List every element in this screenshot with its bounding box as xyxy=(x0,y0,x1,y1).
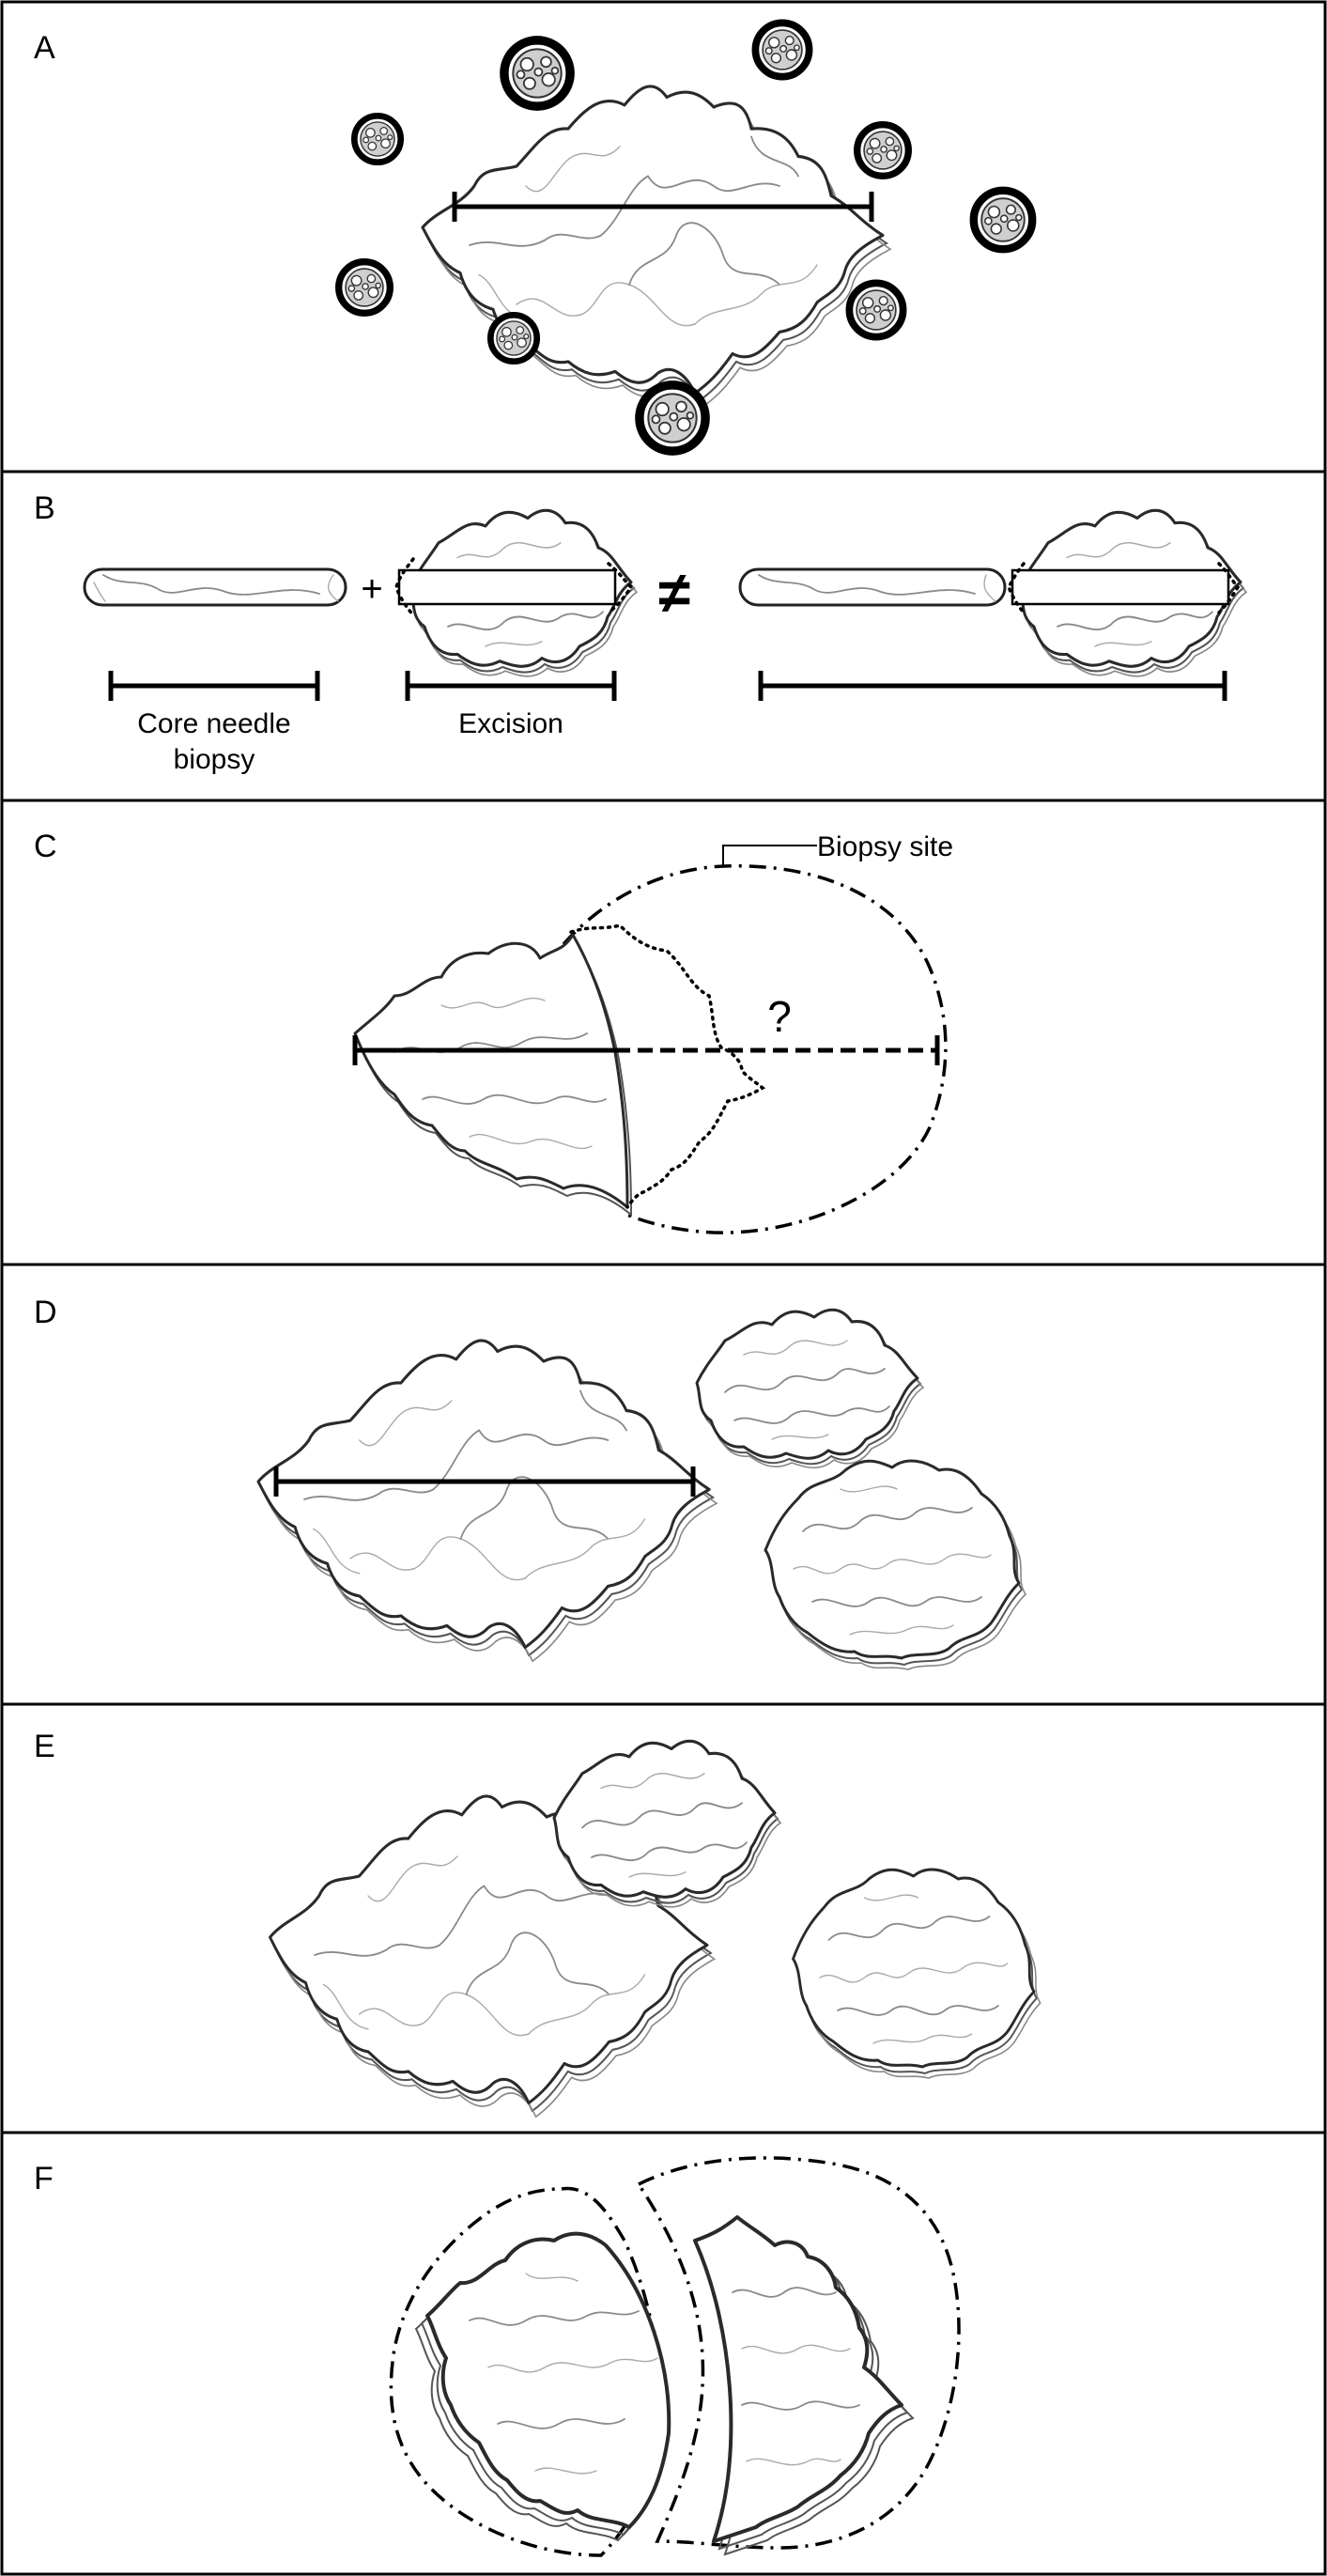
core-biopsy-right xyxy=(738,567,1007,607)
panel-letter-a: A xyxy=(34,30,55,66)
panel-e: E xyxy=(0,1702,1327,2134)
panel-letter-e: E xyxy=(34,1729,55,1764)
measure-combined xyxy=(758,671,1227,701)
measure-core xyxy=(108,671,320,701)
panel-letter-d: D xyxy=(34,1295,57,1330)
core-biopsy-left xyxy=(83,567,347,607)
panel-f: F xyxy=(0,2131,1327,2576)
core-label-line1: Core needle xyxy=(137,708,290,739)
tumor-half-right xyxy=(693,2215,915,2556)
not-equal-sign: ≠ xyxy=(658,561,690,626)
panel-b: B + ≠ xyxy=(0,470,1327,802)
tumor-half-left xyxy=(414,2231,671,2542)
panel-letter-b: B xyxy=(34,490,55,526)
biopsy-site-leader xyxy=(722,845,817,866)
biopsy-cavity xyxy=(562,864,948,1234)
measurement-bar-d xyxy=(273,1466,696,1497)
measurement-bar-c xyxy=(352,1035,940,1065)
measurement-bar-a xyxy=(452,192,874,222)
panel-d: D xyxy=(0,1263,1327,1706)
panel-a: A xyxy=(0,0,1327,473)
residual-tumor xyxy=(353,933,633,1218)
cavity-left xyxy=(389,2186,662,2557)
panel-letter-f: F xyxy=(34,2161,54,2196)
excision-left xyxy=(394,508,639,678)
biopsy-site-label: Biopsy site xyxy=(817,831,953,862)
core-label-line2: biopsy xyxy=(174,744,255,775)
removed-tumor-outline xyxy=(569,923,766,1209)
panel-c: C ? Biopsy site xyxy=(0,799,1327,1266)
excision-label: Excision xyxy=(458,708,563,739)
unknown-size-mark: ? xyxy=(767,992,792,1041)
panel-letter-c: C xyxy=(34,829,57,864)
cavity-right xyxy=(636,2156,961,2550)
measure-excision xyxy=(405,671,617,701)
plus-sign: + xyxy=(361,568,382,610)
excision-right xyxy=(1007,508,1248,678)
